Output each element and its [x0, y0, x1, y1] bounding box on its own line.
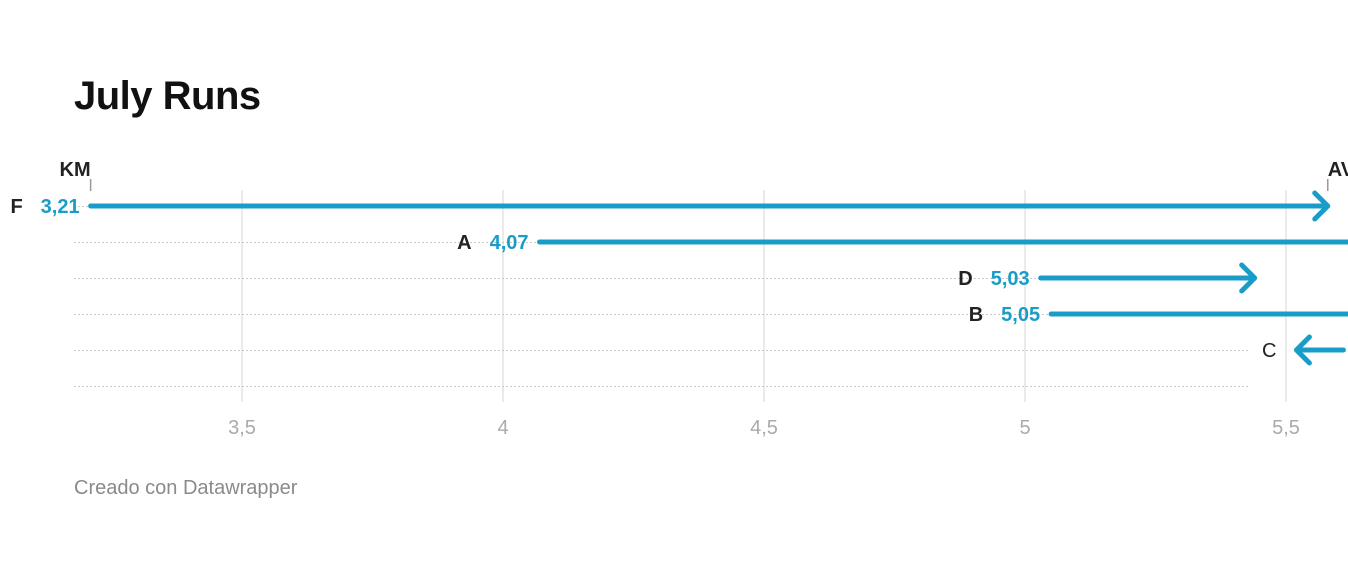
- x-tick-label: 4: [497, 417, 508, 439]
- start-header-label: KM: [60, 159, 91, 181]
- category-label: F: [10, 196, 22, 218]
- start-value-label: 5,05: [1001, 304, 1040, 326]
- arrow-head: [1239, 262, 1258, 294]
- x-tick-label: 4,5: [750, 417, 778, 439]
- category-label: D: [958, 268, 972, 290]
- row-guide-lines: [74, 206, 1250, 387]
- start-value-label: 4,07: [490, 232, 529, 254]
- category-label: C: [1262, 340, 1276, 362]
- arrow-head: [1312, 190, 1331, 222]
- x-tick-label: 5: [1019, 417, 1030, 439]
- arrow-head: [1293, 334, 1312, 366]
- start-value-label: 5,03: [991, 268, 1030, 290]
- x-tick-label: 5,5: [1272, 417, 1300, 439]
- category-label: B: [969, 304, 983, 326]
- grid-lines: [241, 190, 1287, 402]
- x-axis-ticks: 3,544,555,566,57: [228, 417, 1300, 439]
- category-label: A: [457, 232, 471, 254]
- start-value-label: 3,21: [41, 196, 80, 218]
- column-headers: KM AV' pace: [60, 159, 1348, 191]
- chart-title: July Runs: [74, 74, 261, 118]
- credit-footer: Creado con Datawrapper: [74, 477, 298, 499]
- end-header-label: AV' pace: [1328, 159, 1348, 181]
- x-tick-label: 3,5: [228, 417, 256, 439]
- arrows: [88, 190, 1348, 366]
